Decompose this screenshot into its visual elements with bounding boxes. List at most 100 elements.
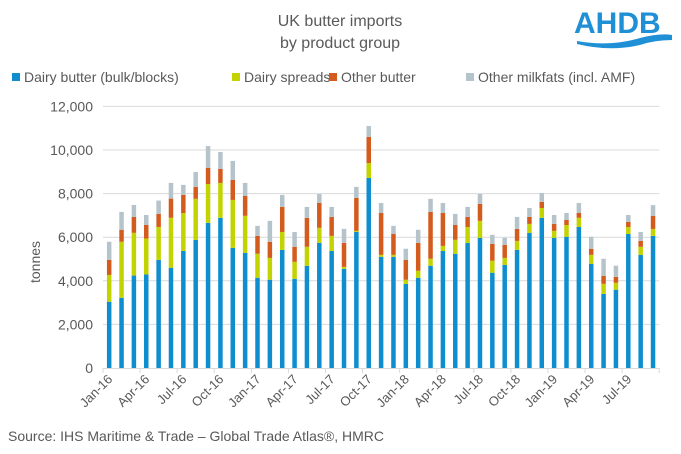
bar-segment-other-butter xyxy=(218,168,223,183)
bar-segment-dairy-butter xyxy=(391,256,396,368)
bar-segment-dairy-spreads xyxy=(477,220,483,238)
legend-swatch xyxy=(466,73,474,81)
bar-segment-dairy-butter xyxy=(415,277,421,368)
bar-segment-other-milkfats xyxy=(527,207,532,217)
bar-segment-dairy-butter xyxy=(490,272,495,368)
bar-segment-other-butter xyxy=(453,224,458,240)
bar-segment-dairy-spreads xyxy=(205,184,211,223)
bar-segment-dairy-butter xyxy=(279,249,285,368)
bar-segment-dairy-spreads xyxy=(465,226,470,243)
bar-stack-Feb-16 xyxy=(119,211,124,368)
bar-segment-dairy-spreads xyxy=(576,217,582,227)
bar-segment-other-butter xyxy=(378,213,384,255)
bar-segment-dairy-butter xyxy=(317,242,322,368)
bar-stack-Feb-19 xyxy=(564,213,569,368)
x-tick-label: Oct-18 xyxy=(485,372,523,410)
bar-segment-other-milkfats xyxy=(131,204,137,217)
bar-segment-dairy-butter xyxy=(156,259,161,368)
x-tick-label: Oct-16 xyxy=(188,372,226,410)
ahdb-logo: AHDB xyxy=(574,7,672,49)
bar-segment-dairy-spreads xyxy=(514,240,520,250)
bar-segment-other-milkfats xyxy=(354,186,359,198)
bar-segment-other-milkfats xyxy=(144,214,149,225)
bar-segment-dairy-spreads xyxy=(415,270,421,278)
bar-segment-dairy-spreads xyxy=(156,226,161,260)
bar-segment-other-milkfats xyxy=(230,160,236,180)
bar-stack-Dec-16 xyxy=(242,182,248,368)
bar-segment-dairy-spreads xyxy=(613,282,619,290)
bar-segment-dairy-spreads xyxy=(329,235,334,251)
bar-segment-other-milkfats xyxy=(613,265,619,277)
source-note: Source: IHS Maritime & Trade – Global Tr… xyxy=(8,428,384,444)
x-tick-label: Jul-19 xyxy=(599,372,635,408)
bar-segment-dairy-spreads xyxy=(378,254,384,257)
bar-stack-Aug-17 xyxy=(341,228,347,368)
bar-segment-other-milkfats xyxy=(391,225,396,234)
bar-stack-Feb-18 xyxy=(415,229,421,368)
bar-segment-other-milkfats xyxy=(626,214,631,222)
chart-title-line-1: UK butter imports xyxy=(278,13,402,30)
y-tick-label: 0 xyxy=(85,360,93,376)
bar-segment-dairy-spreads xyxy=(527,223,532,233)
bar-segment-dairy-spreads xyxy=(267,257,273,280)
bar-segment-other-butter xyxy=(317,202,322,228)
bar-stack-Jul-17 xyxy=(329,206,334,368)
bar-segment-dairy-butter xyxy=(576,226,582,368)
x-tick-label: Apr-18 xyxy=(411,372,449,410)
bar-segment-other-milkfats xyxy=(267,220,273,242)
bar-segment-other-butter xyxy=(626,221,631,227)
bar-segment-other-butter xyxy=(415,242,421,271)
bar-segment-dairy-spreads xyxy=(539,207,545,218)
bar-segment-other-butter xyxy=(391,233,396,255)
x-tick-label: Jan-18 xyxy=(373,372,412,411)
bar-segment-other-milkfats xyxy=(378,202,384,214)
bar-segment-other-milkfats xyxy=(588,236,594,249)
legend-label: Dairy butter (bulk/blocks) xyxy=(24,69,179,85)
bar-segment-other-milkfats xyxy=(638,231,643,241)
bar-stack-Feb-17 xyxy=(267,220,273,368)
bar-segment-dairy-spreads xyxy=(242,215,248,253)
bar-segment-other-milkfats xyxy=(453,213,458,225)
bar-segment-dairy-spreads xyxy=(168,217,174,268)
bar-segment-other-butter xyxy=(193,186,198,199)
bar-segment-dairy-butter xyxy=(440,250,446,368)
y-tick-label: 12,000 xyxy=(50,98,93,114)
bar-segment-other-butter xyxy=(354,197,359,231)
bar-segment-dairy-butter xyxy=(304,265,310,368)
bar-stack-May-19 xyxy=(601,258,606,368)
bar-segment-other-butter xyxy=(255,235,260,254)
bar-segment-dairy-spreads xyxy=(551,230,557,238)
bar-segment-other-butter xyxy=(638,240,643,247)
y-tick-label: 6,000 xyxy=(58,229,93,245)
x-tick-label: Oct-17 xyxy=(337,372,375,410)
bar-stack-Jan-18 xyxy=(403,248,409,368)
bar-segment-other-milkfats xyxy=(490,234,495,244)
bar-segment-dairy-spreads xyxy=(255,253,260,278)
y-axis: 0 2,000 4,000 6,000 8,000 10,000 12,000 xyxy=(50,98,93,376)
bar-segment-other-butter xyxy=(168,198,174,218)
bar-segment-other-milkfats xyxy=(403,248,409,260)
bar-segment-other-milkfats xyxy=(193,172,198,187)
bar-segment-dairy-butter xyxy=(613,289,619,368)
chart-title-line-2: by product group xyxy=(280,35,400,52)
bar-segment-dairy-spreads xyxy=(131,232,137,276)
bar-segment-dairy-butter xyxy=(378,256,384,368)
bar-segment-other-milkfats xyxy=(366,126,371,137)
bar-stack-May-18 xyxy=(453,213,458,368)
bar-segment-dairy-butter xyxy=(230,247,236,368)
bar-stack-Jul-18 xyxy=(477,194,483,368)
x-tick-label: Jan-16 xyxy=(77,372,116,411)
bar-segment-other-butter xyxy=(564,219,569,225)
bar-stack-Mar-16 xyxy=(131,204,137,368)
bar-segment-other-milkfats xyxy=(539,192,545,202)
bar-segment-dairy-butter xyxy=(366,177,371,368)
bar-segment-dairy-butter xyxy=(502,264,507,368)
bar-stack-Sep-16 xyxy=(205,146,211,368)
bar-segment-other-milkfats xyxy=(255,225,260,236)
x-tick-label: Apr-16 xyxy=(114,372,152,410)
bar-segment-dairy-spreads xyxy=(181,213,186,251)
bar-segment-dairy-butter xyxy=(428,265,433,368)
bar-stack-Nov-17 xyxy=(378,202,384,368)
bar-segment-dairy-butter xyxy=(465,242,470,368)
bar-stack-Oct-18 xyxy=(514,216,520,368)
